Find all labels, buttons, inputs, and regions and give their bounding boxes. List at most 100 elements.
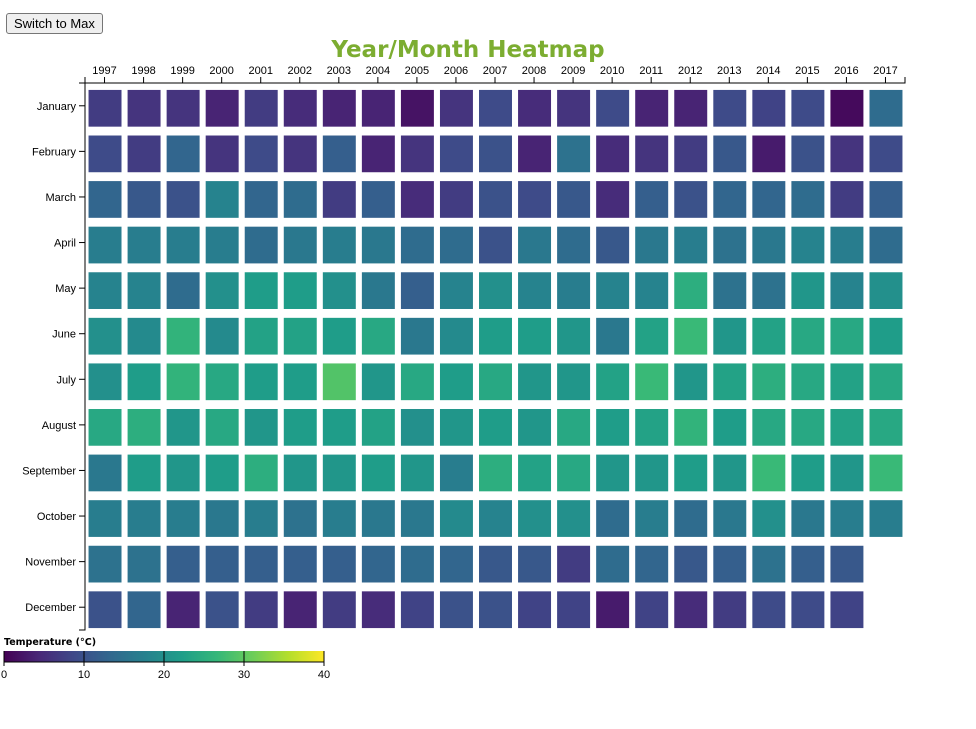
heatmap-cell[interactable] (322, 89, 356, 127)
heatmap-cell[interactable] (596, 409, 630, 446)
heatmap-cell[interactable] (635, 363, 669, 401)
heatmap-cell[interactable] (479, 181, 512, 218)
heatmap-cell[interactable] (361, 545, 395, 583)
heatmap-cell[interactable] (439, 545, 473, 583)
heatmap-cell[interactable] (791, 545, 825, 583)
heatmap-cell[interactable] (400, 226, 434, 264)
heatmap-cell[interactable] (596, 591, 630, 629)
heatmap-cell[interactable] (596, 135, 630, 173)
heatmap-cell[interactable] (791, 500, 825, 537)
heatmap-cell[interactable] (830, 363, 864, 401)
heatmap-cell[interactable] (361, 591, 395, 629)
heatmap-cell[interactable] (635, 272, 669, 309)
heatmap-cell[interactable] (557, 454, 591, 492)
heatmap-cell[interactable] (518, 409, 552, 446)
heatmap-cell[interactable] (400, 545, 434, 583)
heatmap-cell[interactable] (791, 317, 825, 355)
heatmap-cell[interactable] (244, 409, 278, 446)
heatmap-cell[interactable] (557, 181, 591, 218)
heatmap-cell[interactable] (400, 181, 434, 218)
heatmap-cell[interactable] (479, 363, 512, 401)
heatmap-cell[interactable] (166, 454, 200, 492)
heatmap-cell[interactable] (439, 89, 473, 127)
heatmap-cell[interactable] (88, 500, 122, 537)
heatmap-cell[interactable] (830, 135, 864, 173)
heatmap-cell[interactable] (791, 363, 825, 401)
heatmap-cell[interactable] (830, 89, 864, 127)
heatmap-cell[interactable] (127, 135, 161, 173)
heatmap-cell[interactable] (127, 409, 161, 446)
heatmap-cell[interactable] (205, 545, 239, 583)
heatmap-cell[interactable] (791, 409, 825, 446)
heatmap-cell[interactable] (400, 500, 434, 537)
heatmap-cell[interactable] (596, 454, 630, 492)
heatmap-cell[interactable] (361, 409, 395, 446)
heatmap-cell[interactable] (752, 272, 786, 309)
heatmap-cell[interactable] (127, 454, 161, 492)
heatmap-cell[interactable] (674, 363, 708, 401)
heatmap-cell[interactable] (713, 226, 747, 264)
heatmap-cell[interactable] (830, 454, 864, 492)
heatmap-cell[interactable] (244, 135, 278, 173)
heatmap-cell[interactable] (518, 317, 552, 355)
heatmap-cell[interactable] (244, 89, 278, 127)
heatmap-cell[interactable] (205, 591, 239, 629)
heatmap-cell[interactable] (869, 135, 903, 173)
heatmap-cell[interactable] (439, 272, 473, 309)
heatmap-cell[interactable] (752, 181, 786, 218)
heatmap-cell[interactable] (205, 500, 239, 537)
heatmap-cell[interactable] (283, 545, 317, 583)
heatmap-cell[interactable] (518, 135, 552, 173)
heatmap-cell[interactable] (830, 500, 864, 537)
heatmap-cell[interactable] (400, 454, 434, 492)
heatmap-cell[interactable] (322, 317, 356, 355)
heatmap-cell[interactable] (557, 317, 591, 355)
heatmap-cell[interactable] (361, 500, 395, 537)
heatmap-cell[interactable] (674, 591, 708, 629)
heatmap-cell[interactable] (166, 135, 200, 173)
heatmap-cell[interactable] (518, 181, 552, 218)
heatmap-cell[interactable] (674, 409, 708, 446)
heatmap-cell[interactable] (674, 272, 708, 309)
heatmap-cell[interactable] (205, 135, 239, 173)
heatmap-cell[interactable] (674, 135, 708, 173)
heatmap-cell[interactable] (283, 89, 317, 127)
heatmap-cell[interactable] (830, 272, 864, 309)
heatmap-cell[interactable] (283, 409, 317, 446)
heatmap-cell[interactable] (557, 272, 591, 309)
heatmap-cell[interactable] (127, 545, 161, 583)
heatmap-cell[interactable] (322, 272, 356, 309)
heatmap-cell[interactable] (322, 226, 356, 264)
heatmap-cell[interactable] (479, 226, 512, 264)
heatmap-cell[interactable] (596, 500, 630, 537)
heatmap-cell[interactable] (127, 272, 161, 309)
heatmap-cell[interactable] (752, 363, 786, 401)
heatmap-cell[interactable] (479, 89, 512, 127)
heatmap-cell[interactable] (635, 226, 669, 264)
heatmap-cell[interactable] (166, 545, 200, 583)
heatmap-cell[interactable] (166, 409, 200, 446)
heatmap-cell[interactable] (635, 135, 669, 173)
heatmap-cell[interactable] (557, 500, 591, 537)
heatmap-cell[interactable] (322, 591, 356, 629)
heatmap-cell[interactable] (674, 226, 708, 264)
heatmap-cell[interactable] (439, 363, 473, 401)
heatmap-cell[interactable] (361, 226, 395, 264)
heatmap-cell[interactable] (283, 181, 317, 218)
heatmap-cell[interactable] (791, 89, 825, 127)
heatmap-cell[interactable] (830, 545, 864, 583)
heatmap-cell[interactable] (635, 89, 669, 127)
heatmap-cell[interactable] (166, 226, 200, 264)
heatmap-cell[interactable] (557, 135, 591, 173)
heatmap-cell[interactable] (283, 363, 317, 401)
heatmap-cell[interactable] (439, 591, 473, 629)
heatmap-cell[interactable] (752, 454, 786, 492)
heatmap-cell[interactable] (713, 409, 747, 446)
heatmap-cell[interactable] (518, 591, 552, 629)
heatmap-cell[interactable] (166, 89, 200, 127)
heatmap-cell[interactable] (88, 454, 122, 492)
heatmap-cell[interactable] (830, 591, 864, 629)
heatmap-cell[interactable] (635, 454, 669, 492)
heatmap-cell[interactable] (439, 317, 473, 355)
heatmap-cell[interactable] (361, 181, 395, 218)
